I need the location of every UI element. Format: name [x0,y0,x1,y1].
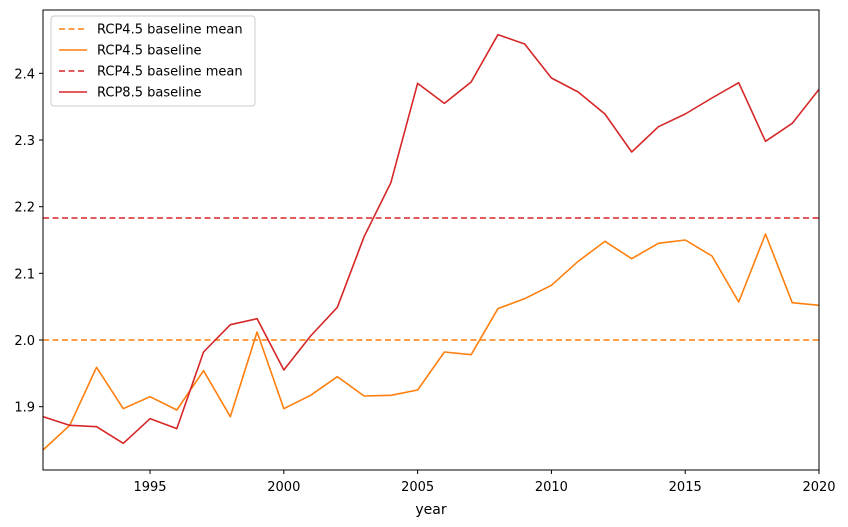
x-tick-label: 1995 [133,480,166,495]
legend: RCP4.5 baseline mean RCP4.5 baseline RCP4.… [50,15,256,107]
legend-label: RCP8.5 baseline [97,86,202,101]
legend-label: RCP4.5 baseline mean [97,65,243,80]
legend-box [50,15,256,107]
x-axis-label: year [415,502,446,518]
y-tick-label: 2.1 [14,267,35,282]
y-tick-label: 2.2 [14,201,35,216]
y-tick-label: 2.4 [14,67,35,82]
x-tick-label: 2020 [802,480,835,495]
x-tick-label: 2015 [669,480,702,495]
series-line-rcp8-5-baseline-3 [43,33,819,445]
x-tick-label: 2000 [267,480,300,495]
legend-label: RCP4.5 baseline mean [97,23,243,38]
axis-ticks: 1995 2000 2005 2010 2015 2020 1.9 2.0 2.1 2.2 2.3 2… [14,67,835,495]
x-tick-label: 2010 [535,480,568,495]
series-line-rcp4-5-baseline-1 [43,233,819,451]
y-tick-label: 2.3 [14,134,35,149]
plot-area [43,33,819,451]
x-tick-label: 2005 [401,480,434,495]
y-tick-label: 2.0 [14,334,35,349]
y-tick-label: 1.9 [14,401,35,416]
legend-label: RCP4.5 baseline [97,44,202,59]
plot-frame [42,9,820,471]
series-group [43,33,819,451]
